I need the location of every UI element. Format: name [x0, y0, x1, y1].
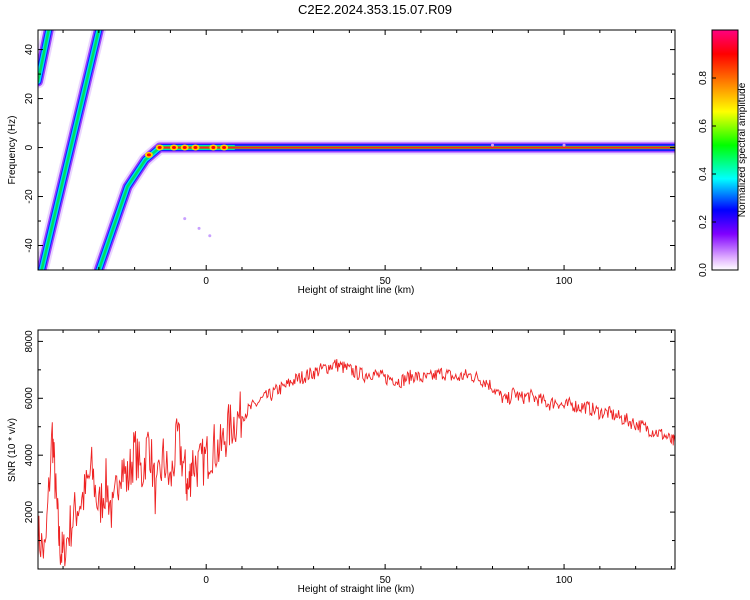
x-tick-label: 100: [556, 276, 573, 287]
spectral-blob: [222, 146, 227, 150]
snr-frame: [37, 329, 676, 570]
snr-y-axis-label: SNR (10 * v/v): [7, 418, 18, 482]
x-tick-label: 100: [556, 575, 573, 586]
noise-speck: [208, 234, 212, 238]
figure-title: C2E2.2024.353.15.07.R09: [298, 2, 452, 17]
spectral-blob: [211, 146, 216, 150]
spectrogram-x-axis-label: Height of straight line (km): [298, 285, 415, 296]
spectrogram-y-axis-label: Frequency (Hz): [7, 116, 18, 185]
y-tick-label: 2000: [24, 501, 35, 524]
y-tick-label: 0: [24, 144, 35, 150]
colorbar-tick-label: 0.4: [698, 167, 709, 181]
x-tick-label: 50: [380, 575, 392, 586]
snr-plot-area: [38, 359, 675, 567]
spectral-blob: [157, 146, 162, 150]
spectral-ridge: [95, 144, 675, 270]
noise-speck: [183, 217, 187, 221]
noise-speck: [490, 143, 494, 147]
spectrogram-plot-area: [38, 30, 675, 270]
y-tick-label: 40: [24, 44, 35, 56]
snr-panel: 0 50 100 2000 4000 6000 8000 Height of straigh…: [7, 329, 676, 595]
colorbar-label: Normalized spectral amplitude: [737, 82, 748, 217]
colorbar-tick-label: 0.8: [698, 71, 709, 85]
x-tick-label: 0: [203, 575, 209, 586]
spectral-blob: [193, 146, 198, 150]
x-tick-label: 0: [203, 276, 209, 287]
snr-x-axis-label: Height of straight line (km): [298, 584, 415, 595]
y-tick-label: 20: [24, 93, 35, 105]
spectral-blob: [146, 153, 151, 157]
spectral-ridge: [38, 30, 50, 83]
x-tick-label: 50: [380, 276, 392, 287]
y-tick-label: 8000: [24, 330, 35, 353]
colorbar-tick-label: 0.0: [698, 263, 709, 277]
y-tick-label: -40: [24, 238, 35, 253]
noise-speck: [562, 143, 566, 147]
spectrogram-frame: [37, 29, 676, 271]
y-tick-label: 6000: [24, 387, 35, 410]
y-tick-label: 4000: [24, 444, 35, 467]
spectral-blob: [171, 146, 176, 150]
colorbar-axis: 0.0 0.2 0.4 0.6 0.8: [698, 71, 716, 277]
noise-speck: [197, 226, 201, 230]
y-tick-label: -20: [24, 189, 35, 204]
colorbar: 0.0 0.2 0.4 0.6 0.8 Normalized spectral ampl…: [698, 29, 748, 277]
spectrogram-panel: 0 50 100 -40 -20 0 20 40 Height of straight lin…: [7, 29, 676, 296]
spectral-ridge: [40, 30, 101, 270]
snr-line: [38, 359, 675, 567]
spectral-blob: [182, 146, 187, 150]
spectral-ridge: [93, 142, 675, 270]
spectrogram-axes: 0 50 100 -40 -20 0 20 40: [24, 30, 675, 287]
colorbar-tick-label: 0.6: [698, 119, 709, 133]
colorbar-gradient: [711, 29, 739, 271]
snr-axes: 0 50 100 2000 4000 6000 8000: [24, 330, 675, 586]
spectral-ridge: [97, 146, 675, 270]
spectral-ridge: [96, 145, 675, 270]
spectral-ridge: [91, 140, 675, 270]
colorbar-tick-label: 0.2: [698, 215, 709, 229]
